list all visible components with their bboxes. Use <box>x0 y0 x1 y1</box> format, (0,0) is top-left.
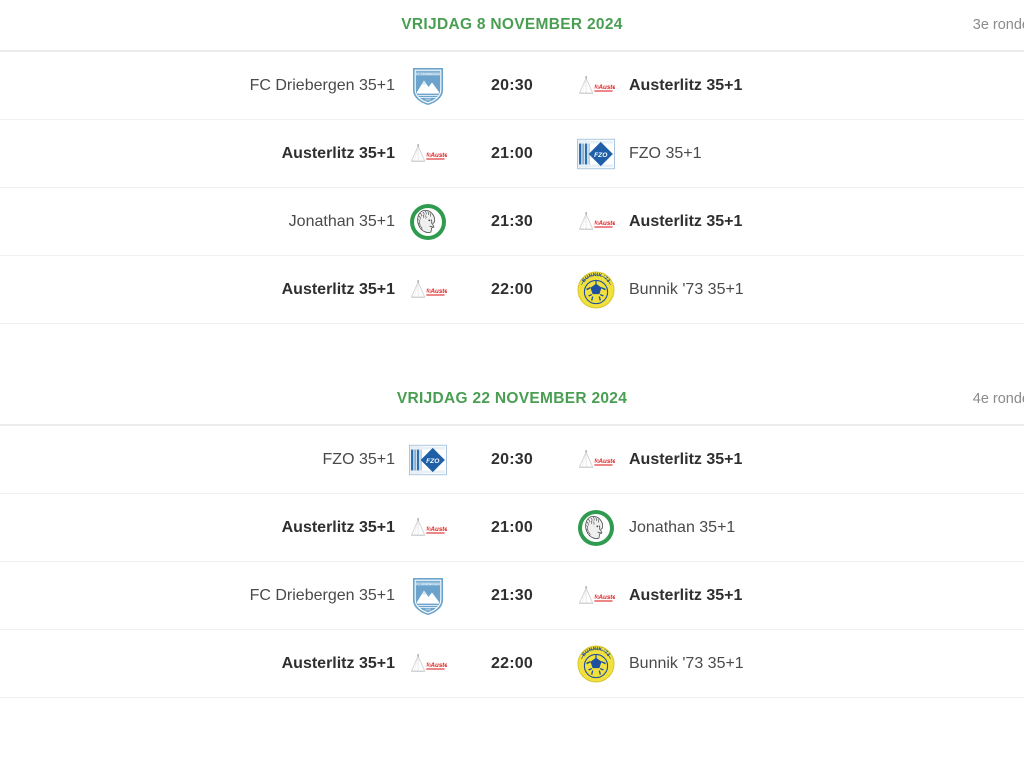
home-team[interactable]: FZO 35+1 FZO <box>0 439 457 481</box>
svg-text:Austerlitz: Austerlitz <box>597 593 615 600</box>
fc-austerlitz-logo: fc Austerlitz <box>409 643 447 685</box>
fc-austerlitz-logo: fc Austerlitz <box>577 575 615 617</box>
match-day-section: VRIJDAG 22 NOVEMBER 2024 4e ronde FZO 35+1… <box>0 374 1024 698</box>
home-team[interactable]: Austerlitz 35+1 fc Austerlitz <box>0 507 457 549</box>
fc-austerlitz-logo: fc Austerlitz <box>409 507 447 549</box>
svg-text:FC DRIEBERGEN: FC DRIEBERGEN <box>416 581 440 585</box>
home-team[interactable]: Austerlitz 35+1 fc Austerlitz <box>0 269 457 311</box>
match-time: 21:30 <box>491 212 533 230</box>
section-date-label: VRIJDAG 22 NOVEMBER 2024 <box>396 390 628 407</box>
fc-driebergen-logo: FC DRIEBERGEN 1945 <box>409 575 447 617</box>
home-team[interactable]: FC Driebergen 35+1 FC DRIEBERGEN 1945 <box>0 575 457 617</box>
match-row[interactable]: FC Driebergen 35+1 FC DRIEBERGEN 1945 21… <box>0 562 1024 630</box>
svg-text:fc: fc <box>594 84 599 90</box>
section-header: VRIJDAG 8 NOVEMBER 2024 3e ronde <box>0 0 1024 52</box>
home-team-name: Austerlitz 35+1 <box>281 280 395 298</box>
home-team-name: FC Driebergen 35+1 <box>249 586 395 604</box>
svg-text:FC DRIEBERGEN: FC DRIEBERGEN <box>416 71 440 75</box>
match-time: 21:00 <box>491 144 533 162</box>
match-time: 22:00 <box>491 280 533 298</box>
away-team[interactable]: Jonathan 35+1 <box>567 507 1024 549</box>
svg-text:1945: 1945 <box>425 97 431 101</box>
match-row[interactable]: Austerlitz 35+1 fc Austerlitz 22:00 <box>0 256 1024 324</box>
fc-driebergen-logo: FC DRIEBERGEN 1945 <box>409 65 447 107</box>
away-team[interactable]: fc Austerlitz Austerlitz 35+1 <box>567 201 1024 243</box>
away-team-name: Austerlitz 35+1 <box>629 586 743 604</box>
home-team-name: FZO 35+1 <box>322 450 395 468</box>
jonathan-logo <box>409 201 447 243</box>
home-team[interactable]: FC Driebergen 35+1 FC DRIEBERGEN 1945 <box>0 65 457 107</box>
home-team-name: Jonathan 35+1 <box>288 212 395 230</box>
svg-text:Austerlitz: Austerlitz <box>429 287 447 294</box>
away-team-name: Austerlitz 35+1 <box>629 76 743 94</box>
match-time: 20:30 <box>491 450 533 468</box>
home-team-name: Austerlitz 35+1 <box>281 144 395 162</box>
fc-austerlitz-logo: fc Austerlitz <box>577 439 615 481</box>
svg-text:fc: fc <box>426 288 431 294</box>
away-team-name: FZO 35+1 <box>629 144 702 162</box>
away-team-name: Bunnik '73 35+1 <box>629 654 744 672</box>
svg-text:FZO: FZO <box>426 457 440 464</box>
match-row[interactable]: Austerlitz 35+1 fc Austerlitz 21:00 FZO <box>0 120 1024 188</box>
fc-austerlitz-logo: fc Austerlitz <box>577 201 615 243</box>
match-row[interactable]: FZO 35+1 FZO 20:30 fc Austerlitz Aust <box>0 426 1024 494</box>
bunnik73-logo: BUNNIK '73 <box>577 269 615 311</box>
match-time: 21:30 <box>491 586 533 604</box>
match-row[interactable]: FC Driebergen 35+1 FC DRIEBERGEN 1945 20… <box>0 52 1024 120</box>
section-round-label: 3e ronde <box>972 17 1024 33</box>
svg-text:Austerlitz: Austerlitz <box>597 457 615 464</box>
away-team-name: Austerlitz 35+1 <box>629 450 743 468</box>
jonathan-logo <box>577 507 615 549</box>
svg-text:Austerlitz: Austerlitz <box>597 219 615 226</box>
away-team[interactable]: FZO FZO 35+1 <box>567 133 1024 175</box>
match-time: 20:30 <box>491 76 533 94</box>
svg-text:Austerlitz: Austerlitz <box>429 525 447 532</box>
svg-text:fc: fc <box>594 220 599 226</box>
match-time: 22:00 <box>491 654 533 672</box>
home-team[interactable]: Austerlitz 35+1 fc Austerlitz <box>0 133 457 175</box>
home-team-name: Austerlitz 35+1 <box>281 654 395 672</box>
svg-text:fc: fc <box>426 526 431 532</box>
match-row[interactable]: Austerlitz 35+1 fc Austerlitz 22:00 <box>0 630 1024 698</box>
fc-austerlitz-logo: fc Austerlitz <box>409 133 447 175</box>
svg-text:fc: fc <box>426 152 431 158</box>
svg-text:fc: fc <box>594 458 599 464</box>
away-team[interactable]: BUNNIK '73 Bunnik '73 35+1 <box>567 269 1024 311</box>
home-team-name: FC Driebergen 35+1 <box>249 76 395 94</box>
away-team[interactable]: fc Austerlitz Austerlitz 35+1 <box>567 65 1024 107</box>
section-header: VRIJDAG 22 NOVEMBER 2024 4e ronde <box>0 374 1024 426</box>
section-date-label: VRIJDAG 8 NOVEMBER 2024 <box>401 16 623 33</box>
svg-text:Austerlitz: Austerlitz <box>429 661 447 668</box>
away-team-name: Jonathan 35+1 <box>629 518 736 536</box>
svg-text:FZO: FZO <box>594 151 608 158</box>
bunnik73-logo: BUNNIK '73 <box>577 643 615 685</box>
fc-austerlitz-logo: fc Austerlitz <box>409 269 447 311</box>
svg-text:fc: fc <box>594 594 599 600</box>
away-team[interactable]: BUNNIK '73 Bunnik '73 35+1 <box>567 643 1024 685</box>
fzo-logo: FZO <box>409 439 447 481</box>
away-team-name: Austerlitz 35+1 <box>629 212 743 230</box>
svg-text:BUNNIK '73: BUNNIK '73 <box>581 272 611 284</box>
match-day-section: VRIJDAG 8 NOVEMBER 2024 3e ronde FC Driebe… <box>0 0 1024 324</box>
svg-text:fc: fc <box>426 662 431 668</box>
svg-text:Austerlitz: Austerlitz <box>429 151 447 158</box>
svg-text:1945: 1945 <box>425 607 431 611</box>
fzo-logo: FZO <box>577 133 615 175</box>
svg-text:Austerlitz: Austerlitz <box>597 83 615 90</box>
match-row[interactable]: Austerlitz 35+1 fc Austerlitz 21:00 <box>0 494 1024 562</box>
match-time: 21:00 <box>491 518 533 536</box>
home-team[interactable]: Austerlitz 35+1 fc Austerlitz <box>0 643 457 685</box>
match-row[interactable]: Jonathan 35+1 21:30 <box>0 188 1024 256</box>
away-team-name: Bunnik '73 35+1 <box>629 280 744 298</box>
away-team[interactable]: fc Austerlitz Austerlitz 35+1 <box>567 439 1024 481</box>
svg-text:BUNNIK '73: BUNNIK '73 <box>581 646 611 658</box>
home-team[interactable]: Jonathan 35+1 <box>0 201 457 243</box>
match-schedule-page: VRIJDAG 8 NOVEMBER 2024 3e ronde FC Driebe… <box>0 0 1024 698</box>
section-round-label: 4e ronde <box>972 391 1024 407</box>
away-team[interactable]: fc Austerlitz Austerlitz 35+1 <box>567 575 1024 617</box>
home-team-name: Austerlitz 35+1 <box>281 518 395 536</box>
fc-austerlitz-logo: fc Austerlitz <box>577 65 615 107</box>
